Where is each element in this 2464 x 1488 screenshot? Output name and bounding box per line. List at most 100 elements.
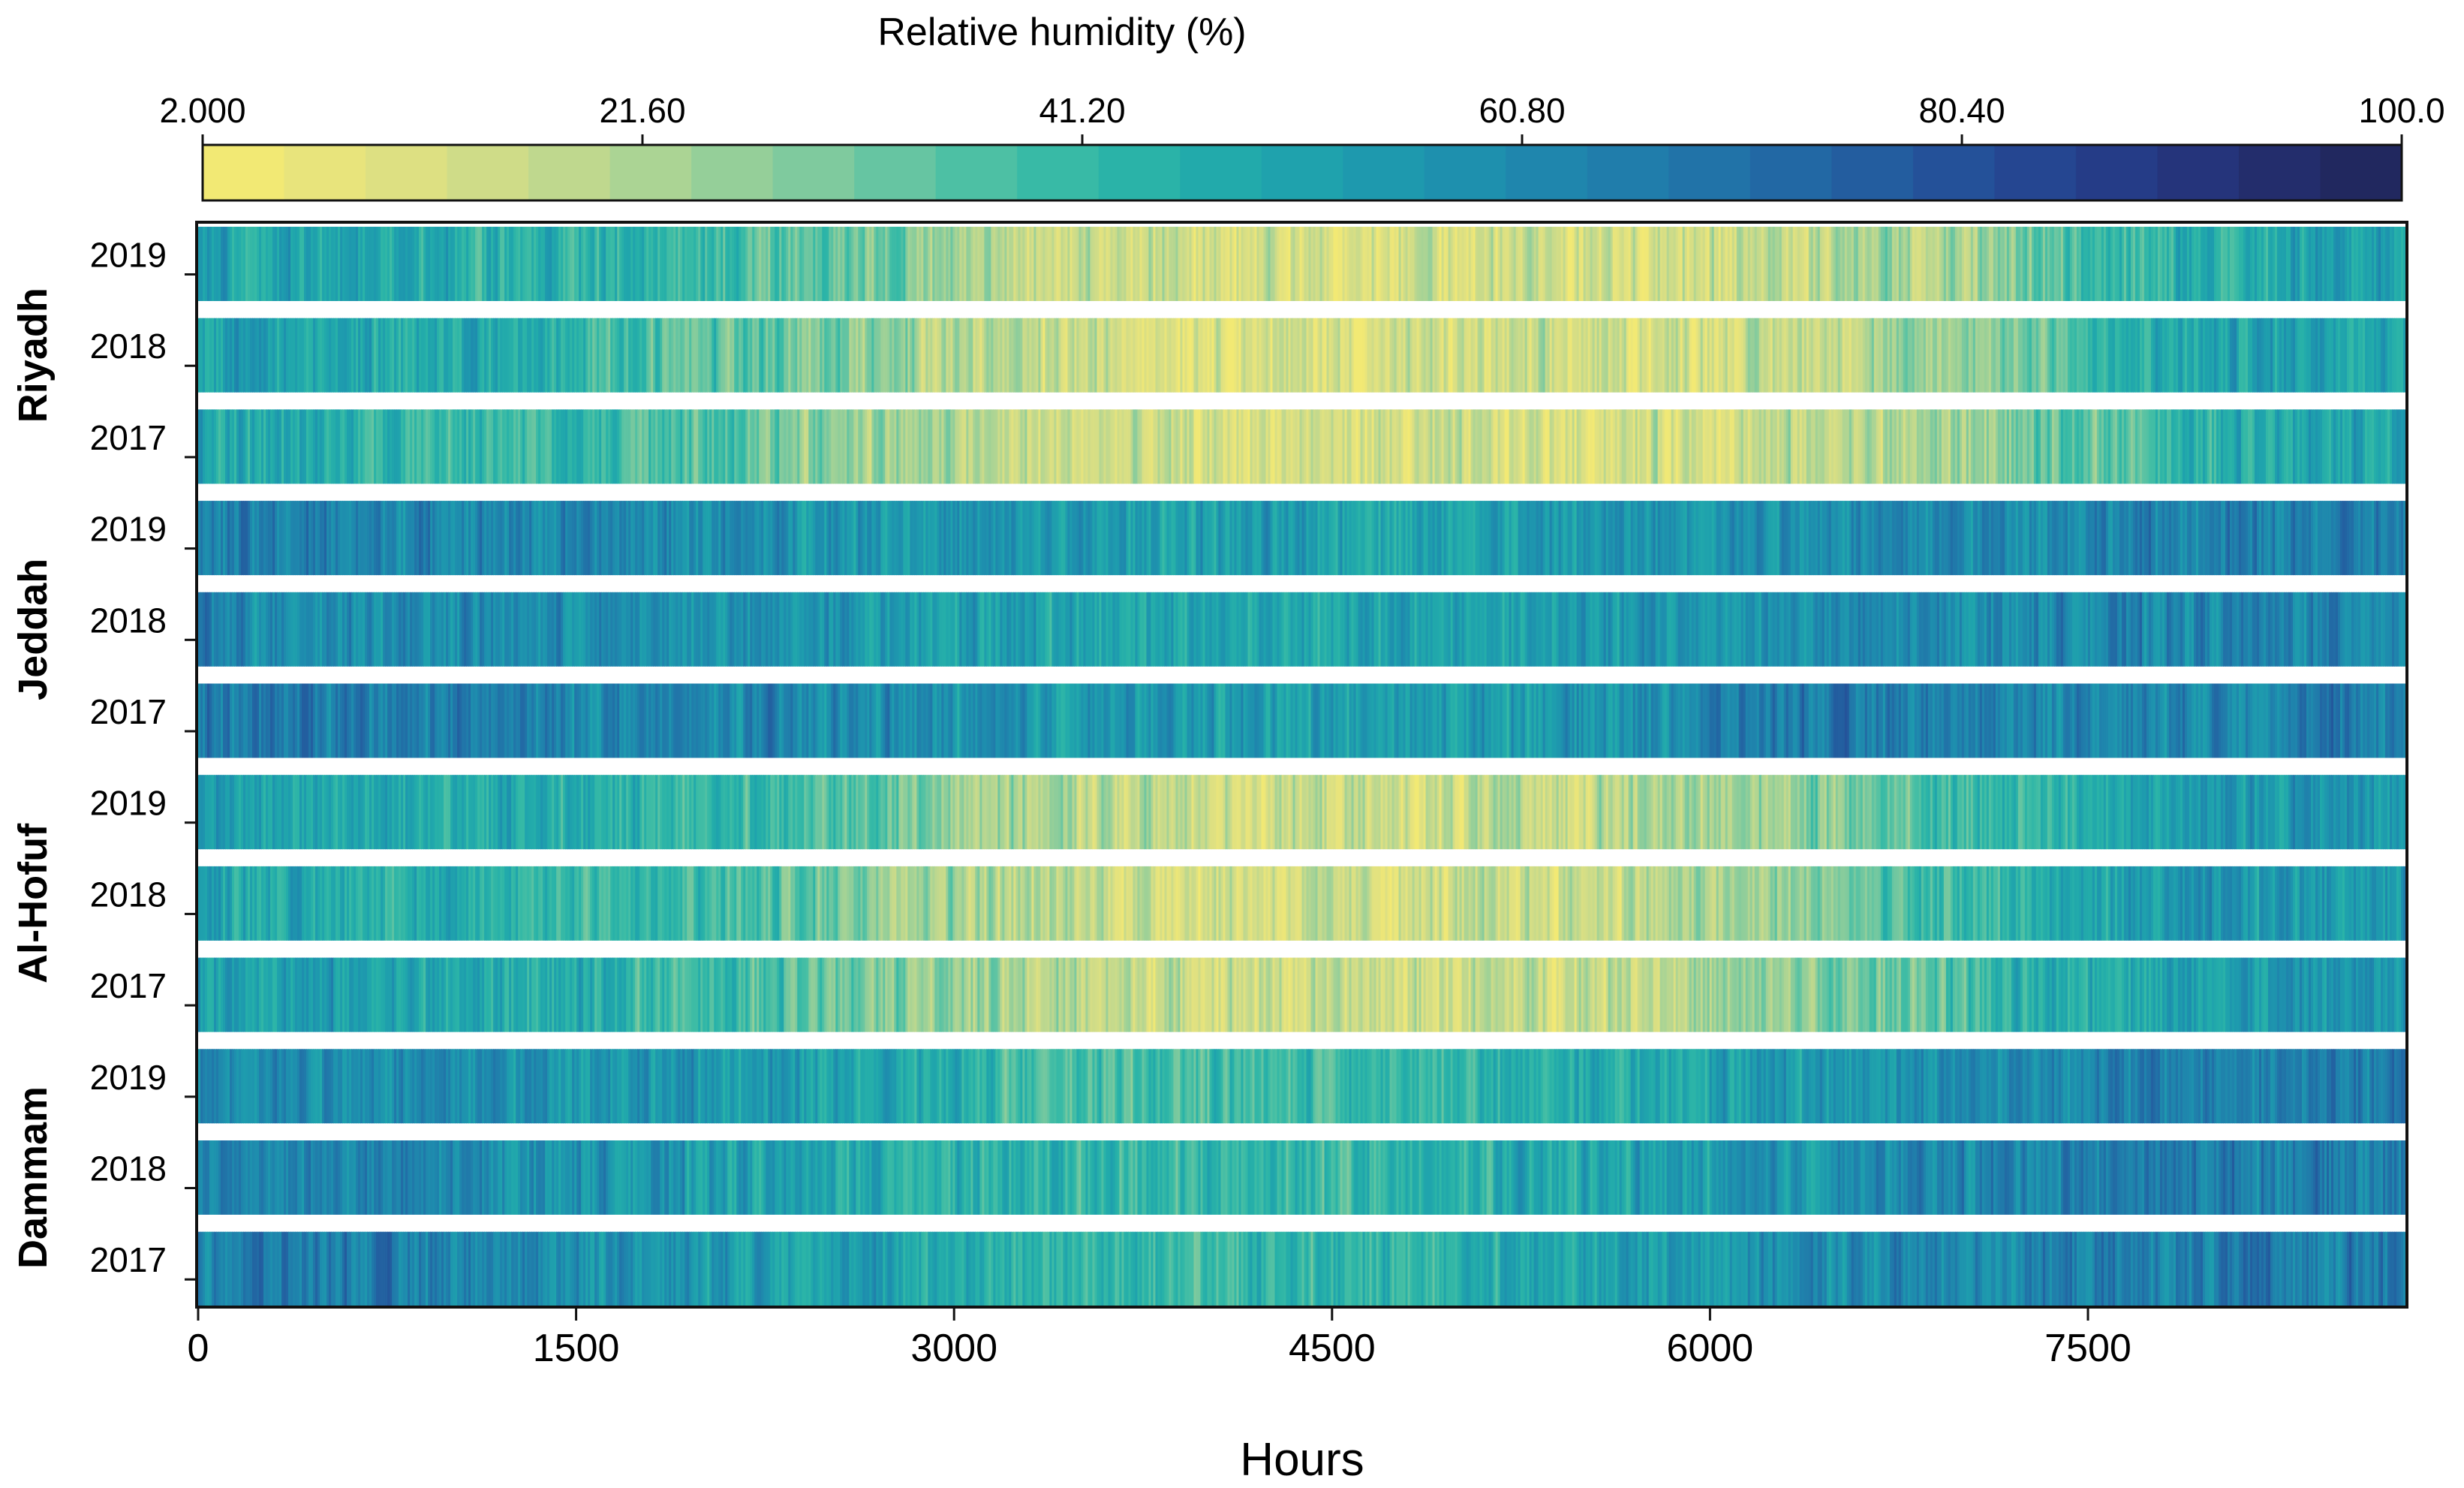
heatmap-cell (1673, 409, 1677, 484)
heatmap-cell (939, 318, 943, 393)
heatmap-cell (1727, 318, 1731, 393)
heatmap-cell (207, 227, 210, 301)
heatmap-cell (403, 227, 406, 301)
heatmap-cell (1954, 227, 1958, 301)
heatmap-cell (637, 409, 640, 484)
heatmap-cell (1369, 227, 1373, 301)
heatmap-cell (919, 409, 922, 484)
heatmap-cell (700, 501, 703, 576)
heatmap-cell (2202, 409, 2206, 484)
heatmap-cell (874, 409, 877, 484)
heatmap-cell (2040, 227, 2044, 301)
heatmap-cell (1133, 409, 1136, 484)
heatmap-cell (1004, 409, 1008, 484)
heatmap-cell (471, 318, 474, 393)
heatmap-cell (725, 227, 728, 301)
heatmap-cell (673, 409, 676, 484)
heatmap-cell (1135, 227, 1139, 301)
heatmap-cell (777, 318, 780, 393)
heatmap-cell (1684, 227, 1688, 301)
heatmap-cell (876, 227, 880, 301)
heatmap-cell (2342, 409, 2345, 484)
heatmap-cell (790, 409, 793, 484)
colorbar-tick-label: 100.0 (2358, 91, 2444, 130)
heatmap-cell (2360, 318, 2363, 393)
heatmap-cell (2119, 227, 2123, 301)
heatmap-cell (639, 409, 642, 484)
heatmap-cell (777, 501, 780, 576)
heatmap-cell (2022, 409, 2026, 484)
heatmap-cell (2162, 318, 2165, 393)
heatmap-cell (567, 318, 570, 393)
heatmap-cell (1527, 318, 1530, 393)
heatmap-cell (2294, 227, 2298, 301)
heatmap-cell (1479, 227, 1483, 301)
heatmap-cell (2378, 318, 2381, 393)
heatmap-cell (1700, 227, 1704, 301)
heatmap-cell (772, 318, 775, 393)
heatmap-cell (1216, 501, 1220, 576)
heatmap-cell (1621, 318, 1625, 393)
heatmap-cell (1288, 227, 1292, 301)
heatmap-cell (360, 227, 363, 301)
heatmap-cell (1171, 227, 1175, 301)
heatmap-cell (1189, 501, 1193, 576)
heatmap-cell (1180, 318, 1184, 393)
heatmap-cell (1403, 318, 1406, 393)
heatmap-cell (1315, 409, 1319, 484)
heatmap-cell (374, 501, 377, 576)
heatmap-cell (1423, 501, 1427, 576)
heatmap-cell (1209, 501, 1213, 576)
heatmap-cell (1216, 227, 1220, 301)
heatmap-cell (646, 318, 649, 393)
heatmap-cell (759, 501, 762, 576)
heatmap-cell (1801, 409, 1805, 484)
heatmap-cell (1202, 318, 1206, 393)
heatmap-cell (2310, 409, 2314, 484)
heatmap-cell (466, 318, 469, 393)
heatmap-cell (2393, 409, 2397, 484)
heatmap-cell (905, 501, 909, 576)
heatmap-cell (775, 409, 778, 484)
heatmap-cell (1957, 227, 1960, 301)
heatmap-cell (799, 318, 802, 393)
heatmap-cell (748, 501, 751, 576)
heatmap-cell (1187, 409, 1190, 484)
heatmap-cell (351, 409, 354, 484)
heatmap-cell (901, 501, 904, 576)
heatmap-cell (770, 318, 773, 393)
heatmap-cell (480, 501, 483, 576)
heatmap-cell (1752, 227, 1755, 301)
heatmap-cell (1795, 409, 1798, 484)
heatmap-cell (1815, 318, 1819, 393)
heatmap-cell (725, 409, 728, 484)
heatmap-cell (1455, 409, 1458, 484)
heatmap-cell (885, 501, 889, 576)
heatmap-cell (2017, 227, 2021, 301)
heatmap-cell (2053, 409, 2057, 484)
heatmap-cell (1002, 409, 1006, 484)
heatmap-cell (1858, 318, 1861, 393)
heatmap-cell (1439, 409, 1443, 484)
heatmap-cell (835, 227, 838, 301)
heatmap-cell (1200, 501, 1204, 576)
heatmap-cell (297, 227, 300, 301)
heatmap-cell (2092, 227, 2095, 301)
heatmap-cell (2366, 318, 2370, 393)
heatmap-cell (718, 318, 721, 393)
heatmap-cell (932, 318, 936, 393)
heatmap-cell (993, 501, 997, 576)
heatmap-cell (2213, 227, 2217, 301)
heatmap-cell (2315, 318, 2318, 393)
heatmap-cell (268, 227, 271, 301)
heatmap-cell (784, 501, 787, 576)
heatmap-cell (2013, 227, 2017, 301)
heatmap-cell (1200, 318, 1204, 393)
heatmap-cell (266, 501, 269, 576)
heatmap-cell (489, 227, 492, 301)
heatmap-cell (1862, 318, 1866, 393)
heatmap-cell (1729, 318, 1733, 393)
heatmap-cell (1360, 501, 1364, 576)
heatmap-cell (693, 409, 696, 484)
heatmap-cell (1500, 318, 1503, 393)
